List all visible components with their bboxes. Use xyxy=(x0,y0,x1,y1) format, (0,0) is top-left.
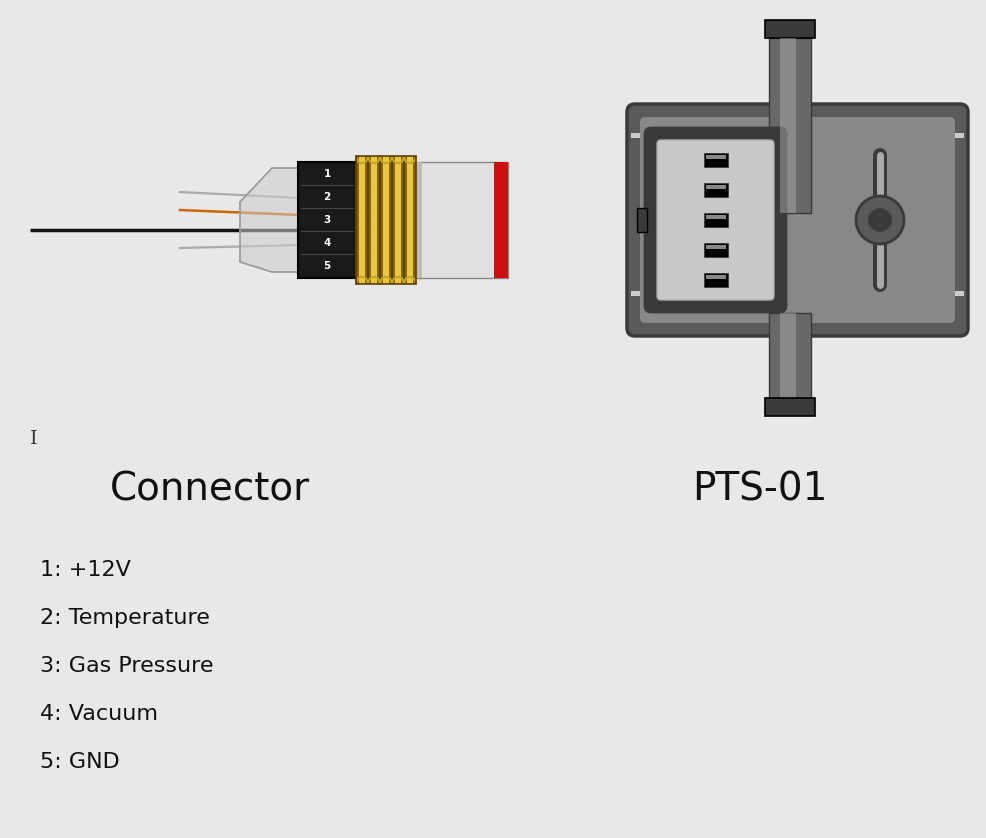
Text: 2: 2 xyxy=(323,192,330,202)
Bar xyxy=(703,243,728,257)
Bar xyxy=(637,208,647,232)
Bar xyxy=(384,156,388,284)
Text: 1: +12V: 1: +12V xyxy=(40,560,131,580)
Bar xyxy=(703,213,728,227)
Bar xyxy=(769,38,811,213)
Bar xyxy=(950,291,964,296)
Bar xyxy=(298,162,356,278)
Text: I: I xyxy=(30,430,37,448)
Bar xyxy=(629,130,647,152)
Bar xyxy=(395,156,400,284)
Bar xyxy=(706,185,726,189)
Bar xyxy=(703,183,728,197)
Circle shape xyxy=(868,208,892,232)
Text: 2: Temperature: 2: Temperature xyxy=(40,608,210,628)
Text: 3: 3 xyxy=(323,215,330,225)
FancyBboxPatch shape xyxy=(627,104,968,336)
Circle shape xyxy=(856,196,904,244)
Bar xyxy=(392,156,395,284)
Bar xyxy=(780,313,797,398)
Bar xyxy=(388,156,392,284)
Bar xyxy=(706,275,726,279)
Bar xyxy=(948,288,966,310)
FancyBboxPatch shape xyxy=(645,128,786,312)
Bar xyxy=(400,156,404,284)
Bar xyxy=(703,153,728,167)
Bar xyxy=(407,156,412,284)
Bar xyxy=(494,162,508,278)
Bar xyxy=(765,20,815,38)
Bar xyxy=(359,156,365,284)
Bar xyxy=(631,133,645,138)
Bar xyxy=(356,156,416,284)
Bar xyxy=(372,156,377,284)
Text: 5: GND: 5: GND xyxy=(40,752,119,772)
Bar xyxy=(706,245,726,249)
Text: 4: 4 xyxy=(323,238,330,248)
Bar xyxy=(706,155,726,159)
FancyBboxPatch shape xyxy=(657,140,774,300)
Bar xyxy=(950,133,964,138)
Bar xyxy=(368,156,372,284)
Bar xyxy=(769,313,811,398)
Bar xyxy=(629,288,647,310)
Bar xyxy=(365,156,368,284)
Bar xyxy=(380,156,384,284)
Bar xyxy=(416,162,422,278)
Text: 4: Vacuum: 4: Vacuum xyxy=(40,704,158,724)
Bar xyxy=(765,398,815,416)
Bar xyxy=(780,38,797,213)
Text: 1: 1 xyxy=(323,169,330,179)
Text: PTS-01: PTS-01 xyxy=(692,470,828,508)
Bar xyxy=(631,291,645,296)
Bar xyxy=(377,156,380,284)
Bar xyxy=(706,215,726,219)
Text: 5: 5 xyxy=(323,261,330,271)
Polygon shape xyxy=(240,168,300,272)
Bar xyxy=(404,156,407,284)
Bar xyxy=(416,162,508,278)
FancyBboxPatch shape xyxy=(640,117,955,323)
Bar xyxy=(356,156,416,284)
Bar xyxy=(412,156,416,284)
Text: 3: Gas Pressure: 3: Gas Pressure xyxy=(40,656,214,676)
Text: Connector: Connector xyxy=(109,470,310,508)
Bar xyxy=(356,156,359,284)
Bar xyxy=(948,130,966,152)
Bar xyxy=(703,273,728,287)
